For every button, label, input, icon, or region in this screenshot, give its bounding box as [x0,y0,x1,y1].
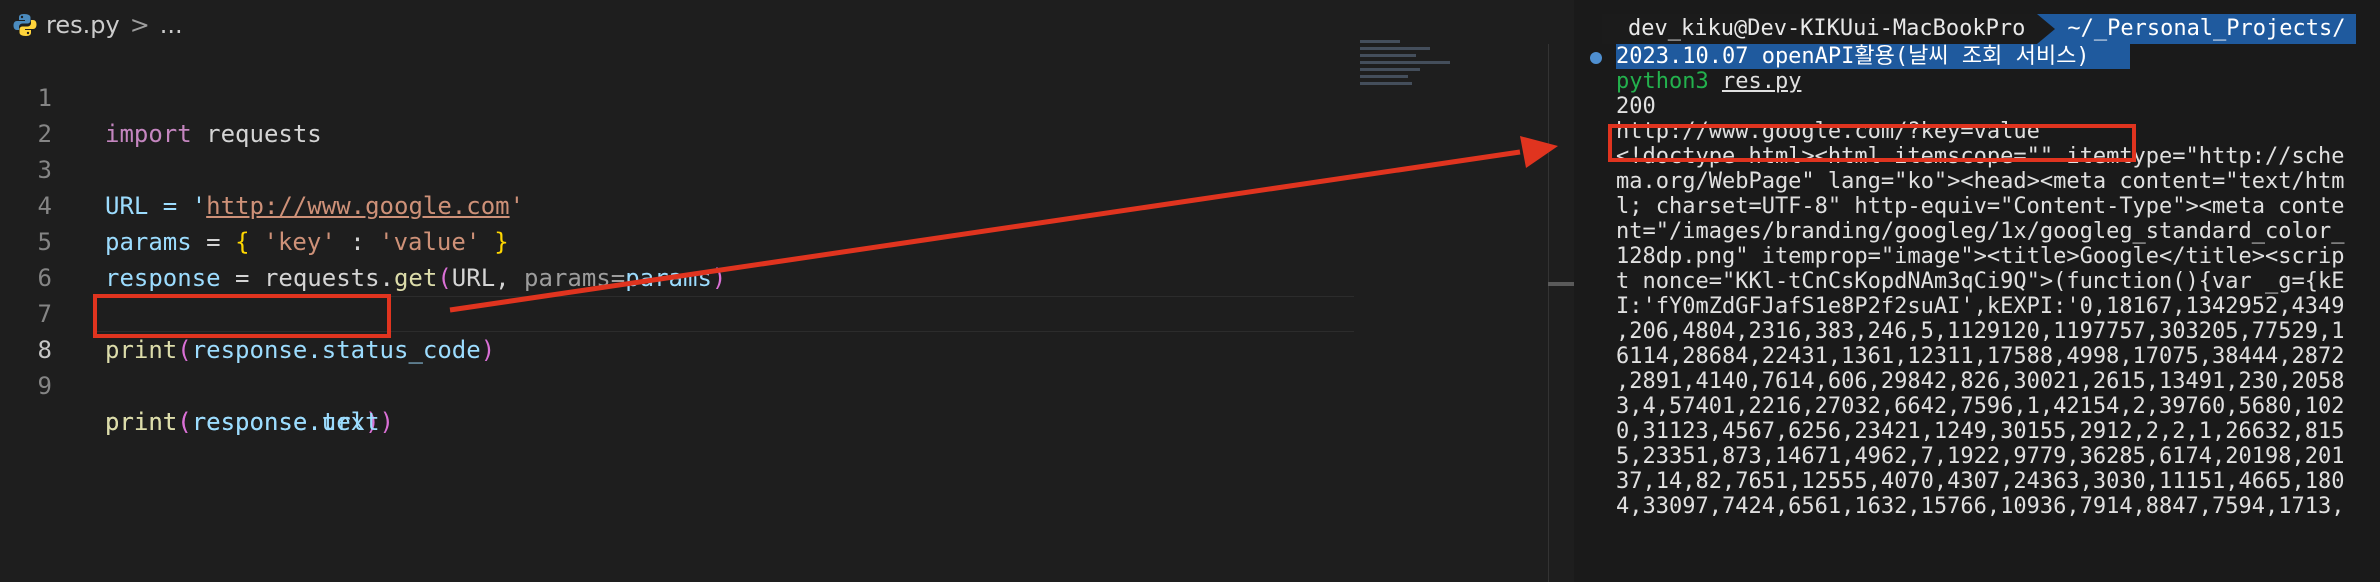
string: 'key' [263,228,336,256]
line-number: 9 [37,372,52,400]
breadcrumb-separator: > [129,11,150,39]
attribute: .status_code [307,336,481,364]
scrollbar-marker[interactable] [1548,282,1578,286]
breadcrumb-more[interactable]: ... [159,11,183,39]
terminal-title-line: 2023.10.07 openAPI활용(날씨 조회 서비스) [1616,44,2130,69]
code-line-7: 7 print(response.status_code) [0,260,1400,364]
terminal-command-file[interactable]: res.py [1721,69,1802,94]
terminal-output-line: I:'fY0mZdGFJafS1e8P2f2suAI',kEXPI:'0,181… [1616,294,2345,319]
current-line-highlight [96,296,1354,332]
function: get [393,264,438,292]
prompt-path: ~/_Personal_Projects/ [2037,14,2356,44]
code-editor[interactable]: res.py > ... 1 import requests 2 3 URL =… [0,0,1578,582]
code-line-5: 5 response = requests.get(URL, params=pa… [0,188,1400,292]
code-text: ' [509,192,525,220]
terminal-output-line: 37,14,82,7651,12555,4070,4307,24363,3030… [1616,469,2345,494]
string: 'value' [379,228,481,256]
bracket: ( [177,408,192,436]
terminal-output-line: 128dp.png" itemprop="image"><title>Googl… [1616,244,2345,269]
code-text: = [191,228,236,256]
bracket: ( [177,336,192,364]
function: print [105,336,178,364]
terminal-status-line: 200 [1616,94,1656,119]
highlight-box-output [1608,124,2136,162]
terminal-command-line: python3 res.py [1616,69,2380,94]
attribute: .url [307,408,366,436]
terminal-output-line: 3,4,57401,2216,27032,6642,7596,1,42154,2… [1616,394,2345,419]
code-line-2: 2 [0,80,1400,148]
variable: response [191,408,308,436]
terminal-output-line: ,206,4804,2316,383,246,5,1129120,1197757… [1616,319,2345,344]
code-text: URL, [451,264,525,292]
bracket: { [235,228,250,256]
variable: response [191,336,308,364]
terminal-output-line: ma.org/WebPage" lang="ko"><head><meta co… [1616,169,2345,194]
code-line-8: 8 print(response.url) [0,296,1400,436]
terminal-panel[interactable]: dev_kiku@Dev-KIKUui-MacBookPro ~/_Person… [1574,0,2380,582]
code-line-4: 4 params = { 'key' : 'value'} [0,152,1400,256]
code-line-3: 3 URL = 'http://www.google.com' [0,116,1400,220]
terminal-output-line: t nonce="KKl-tCnCsKopdNAm3qCi9Q">(functi… [1616,269,2345,294]
line-number: 7 [37,300,52,328]
line-number: 1 [37,84,52,112]
function: print [105,408,178,436]
terminal-output-line: nt="/images/branding/googleg/1x/googleg_… [1616,219,2345,244]
code-line-1: 1 import requests [0,44,1400,148]
code-line-6: 6 [0,224,1400,292]
highlight-box-code [93,294,391,338]
terminal-output: 2023.10.07 openAPI활용(날씨 조회 서비스) python3 … [1616,44,2380,519]
code-text: URL = ' [105,192,207,220]
attribute: .text [307,408,380,436]
command-status-dot-icon[interactable] [1590,52,1602,64]
bracket: ( [177,408,192,436]
code-line-9: 9 print(response.text) [0,332,1400,436]
terminal-command: python3 [1616,69,1709,94]
function: print [105,408,178,436]
variable: response [191,408,308,436]
line-number: 4 [37,192,52,220]
variable: params [105,228,192,256]
breadcrumb: res.py > ... [0,0,1558,50]
bracket: ) [480,336,496,364]
python-file-icon [13,14,37,36]
line-number: 8 [37,336,52,364]
bracket: ( [437,264,452,292]
terminal-output-line: 4,33097,7424,6561,1632,15766,10936,7914,… [1616,494,2345,519]
terminal-url-line[interactable]: http://www.google.com/?key=value [1616,119,2040,144]
line-number: 3 [37,156,52,184]
terminal-output-line: l; charset=UTF-8" http-equiv="Content-Ty… [1616,194,2345,219]
terminal-output-line: 6114,28684,22431,1361,12311,17588,4998,1… [1616,344,2345,369]
line-number: 6 [37,264,52,292]
prompt-user: dev_kiku@Dev-KIKUui-MacBookPro [1602,14,2038,44]
code-lines[interactable]: 1 import requests 2 3 URL = 'http://www.… [0,44,1400,436]
code-text: = requests. [220,264,394,292]
terminal-output-line: ,2891,4140,7614,606,29842,826,30021,2615… [1616,369,2345,394]
minimap[interactable] [1360,40,1460,110]
breadcrumb-file[interactable]: res.py [46,11,120,39]
bracket: } [494,228,509,256]
terminal-output-line: 0,31123,4567,6256,23421,1249,30155,2912,… [1616,419,2345,444]
bracket: ) [379,408,394,436]
keyword: import [105,120,192,148]
terminal-output-line: <!doctype html><html itemscope="" itemty… [1616,144,2345,169]
bracket: ) [365,408,380,436]
terminal-output-line: 5,23351,873,14671,4962,7,1922,9779,36285… [1616,444,2345,469]
code-text: : [335,228,380,256]
line-number: 5 [37,228,52,256]
url-link[interactable]: http://www.google.com [206,192,510,220]
code-text: requests [191,120,322,148]
variable: response [105,264,221,292]
pane-divider[interactable] [1548,44,1549,582]
terminal-prompt: dev_kiku@Dev-KIKUui-MacBookPro ~/_Person… [1602,14,2356,44]
line-number: 2 [37,120,52,148]
